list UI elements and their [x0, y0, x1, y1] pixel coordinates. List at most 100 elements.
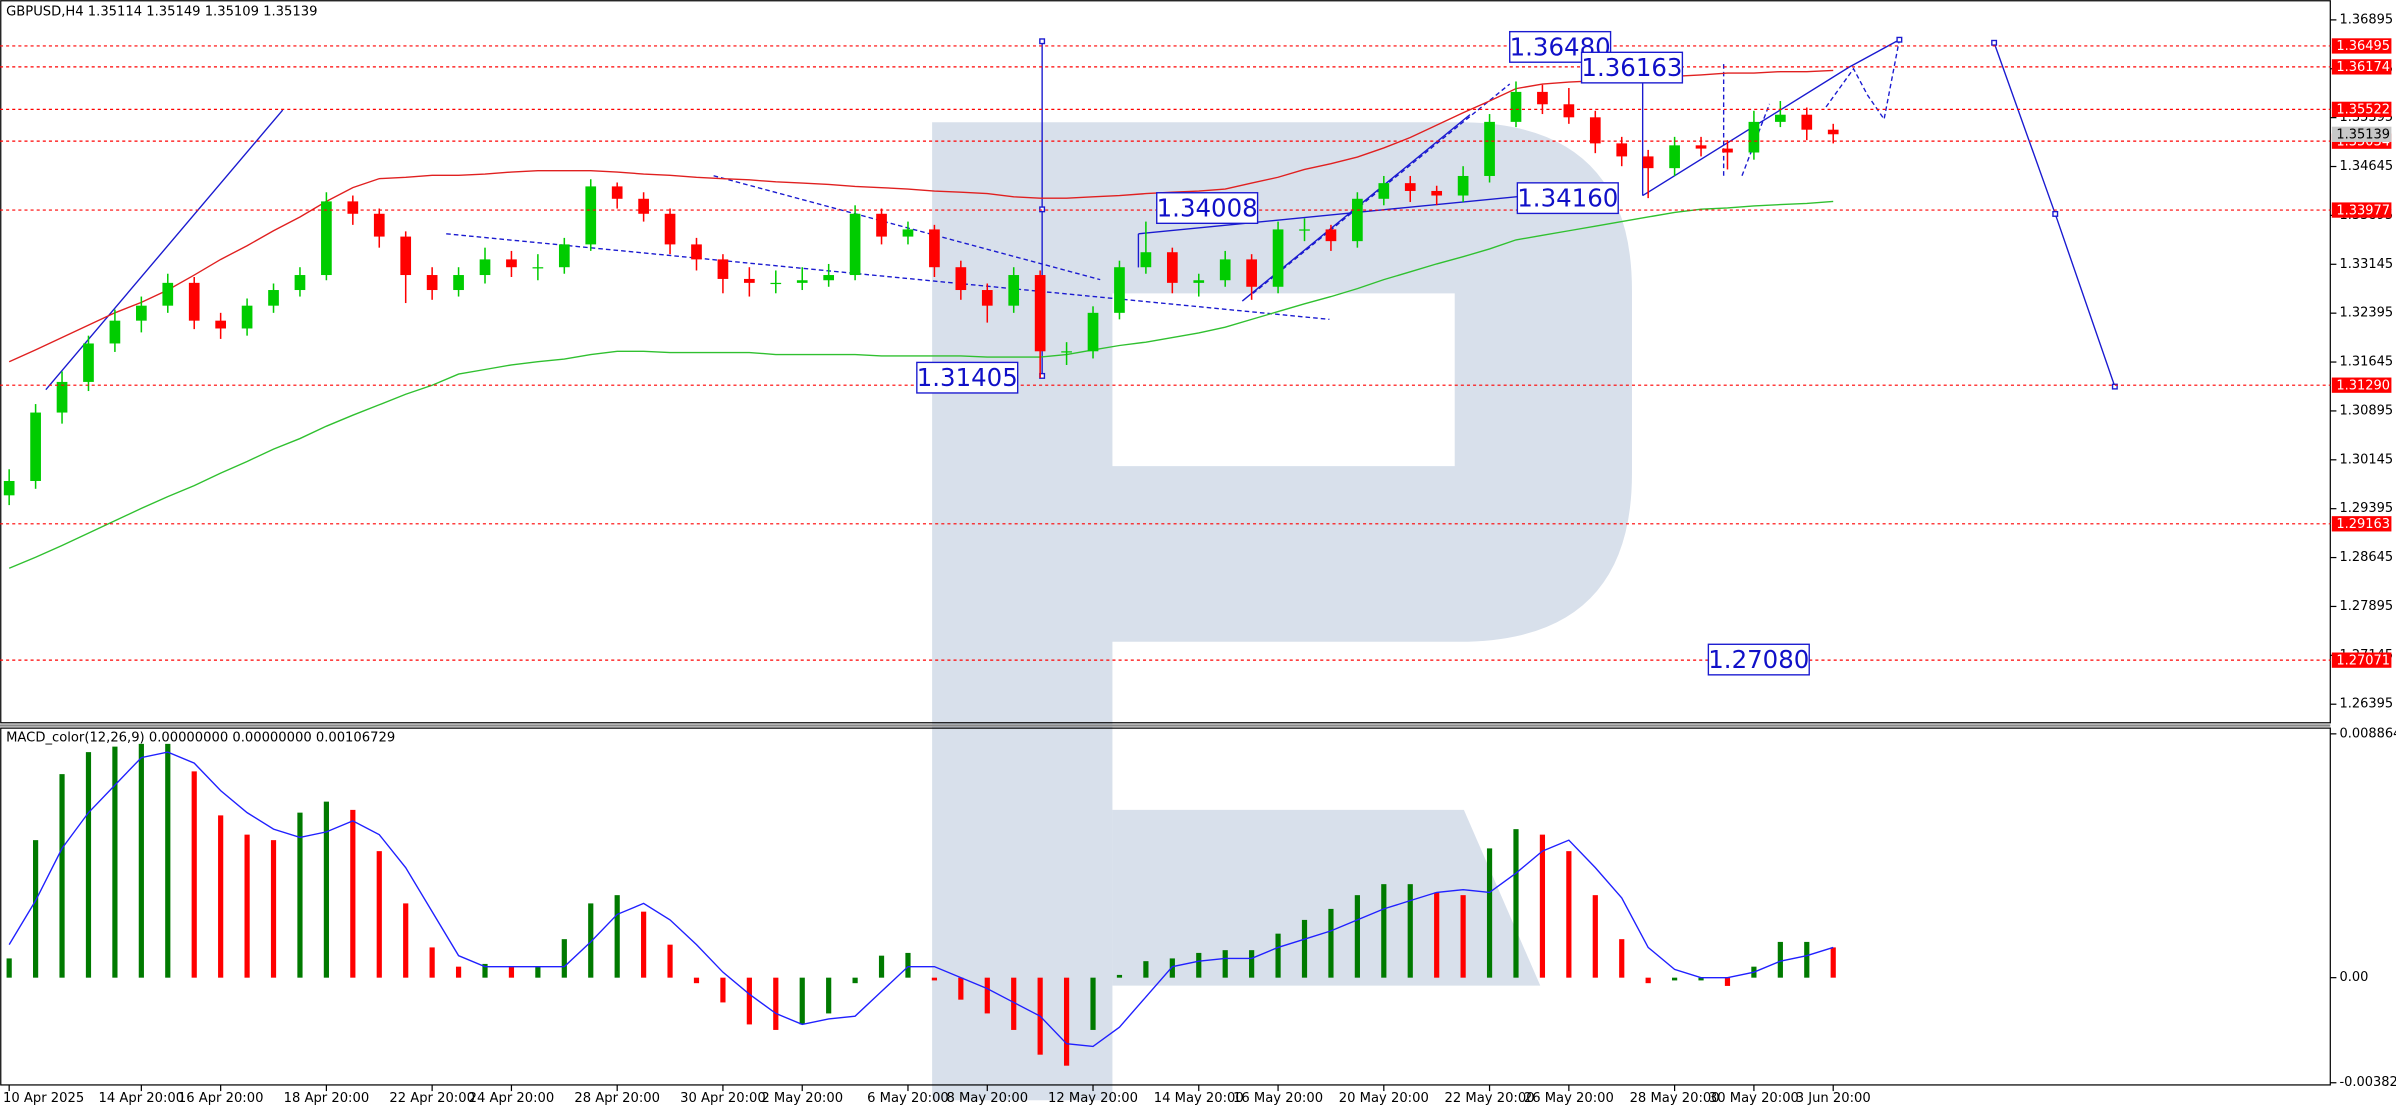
macd-bar [1407, 884, 1413, 978]
trend-line [45, 109, 284, 391]
candle-body [506, 259, 517, 268]
candle-body [796, 280, 808, 283]
y-tick-label: -0.00382050 [2339, 1075, 2396, 1090]
y-tick-label: 1.29395 [2339, 501, 2393, 516]
macd-bar [429, 947, 435, 978]
macd-bar [455, 966, 462, 978]
candle-body [241, 305, 253, 329]
macd-bar [1434, 892, 1440, 978]
candle-body [902, 229, 914, 237]
candle-body [1034, 275, 1046, 352]
y-tick-label: 1.36895 [2339, 12, 2393, 27]
candle-body [1510, 91, 1522, 122]
candle-body [1431, 190, 1443, 196]
x-tick-label: 16 Apr 20:00 [178, 1091, 264, 1106]
x-tick-label: 28 May 20:00 [1630, 1091, 1720, 1106]
macd-bar [1804, 941, 1810, 978]
forecast-line [1825, 39, 1901, 121]
macd-bar [1513, 829, 1519, 978]
macd-bar [1381, 884, 1387, 978]
macd-bar [297, 812, 303, 978]
macd-bar [1566, 851, 1572, 978]
macd-bar [1196, 952, 1202, 978]
signal-line [8, 751, 1834, 1048]
annotation-label: 1.34008 [1157, 194, 1258, 223]
annotation-box [1156, 192, 1259, 225]
macd-bar [746, 977, 752, 1025]
candle-body [1140, 252, 1152, 268]
macd-bar [59, 774, 65, 978]
level-label: 1.29163 [2336, 517, 2390, 532]
level-label-box [2331, 516, 2392, 532]
candle-body [426, 275, 438, 291]
macd-bar [1592, 895, 1598, 978]
wave-point [2111, 383, 2118, 390]
macd-bar [1724, 977, 1731, 986]
candle-body [744, 278, 755, 283]
annotation-box [1580, 51, 1684, 84]
level-label: 1.36174 [2336, 60, 2390, 75]
x-tick-label: 18 Apr 20:00 [284, 1091, 370, 1106]
candle-body [1748, 121, 1760, 153]
current-price-box [2331, 126, 2392, 142]
macd-bar [1275, 933, 1281, 978]
macd-bar [1830, 947, 1836, 978]
macd-bar [1672, 977, 1678, 981]
candle-body [453, 275, 464, 291]
macd-bar [1116, 974, 1123, 978]
candle-body [1219, 259, 1231, 281]
x-tick-label: 28 Apr 20:00 [574, 1091, 660, 1106]
candle-body [1827, 129, 1839, 135]
macd-bar [6, 958, 12, 978]
macd-bar [270, 840, 277, 978]
moving-average [8, 69, 1834, 363]
macd-bar [1777, 941, 1783, 978]
x-tick-label: 14 May 20:00 [1154, 1091, 1244, 1106]
macd-bar [561, 939, 567, 978]
macd-bar [1460, 895, 1466, 978]
candle-body [56, 381, 68, 413]
macd-bar [376, 851, 382, 978]
candle-body [1774, 114, 1786, 122]
candle-body [1589, 117, 1601, 144]
macd-bar [33, 840, 39, 978]
macd-bar [905, 952, 911, 978]
current-price-label: 1.35139 [2336, 128, 2390, 143]
macd-bar [403, 903, 409, 978]
macd-bar [191, 771, 197, 978]
x-tick-label: 20 May 20:00 [1339, 1091, 1429, 1106]
candle-body [3, 480, 15, 496]
macd-bar [1354, 895, 1360, 978]
channel-line [713, 175, 1101, 281]
macd-bar [1301, 919, 1308, 978]
level-label: 1.33977 [2336, 203, 2390, 218]
macd-bar [138, 743, 144, 978]
macd-bar [165, 743, 171, 978]
macd-bar [218, 815, 224, 978]
macd-bar [1645, 977, 1651, 984]
x-tick-label: 30 Apr 20:00 [680, 1091, 766, 1106]
candle-body [1378, 183, 1390, 199]
wave-point [1896, 36, 1903, 43]
macd-bar [244, 834, 250, 978]
macd-bar [799, 977, 805, 1025]
level-label-box [2331, 38, 2392, 54]
candle-body [162, 282, 174, 306]
candle-body [611, 186, 623, 199]
candle-body [1563, 104, 1575, 118]
candle-body [188, 282, 200, 321]
channel-line [446, 233, 1330, 321]
candle-body [1616, 143, 1628, 157]
y-tick-label: 1.26395 [2339, 697, 2393, 712]
candle-body [268, 290, 279, 306]
candle-body [1484, 121, 1495, 176]
y-tick-label: 1.34645 [2339, 159, 2393, 174]
macd-bar [614, 895, 620, 978]
macd-bar [1249, 950, 1255, 978]
candle-body [717, 259, 729, 279]
candle-body [770, 282, 782, 285]
y-tick-label: 1.32395 [2339, 306, 2393, 321]
level-label-box [2331, 202, 2392, 218]
